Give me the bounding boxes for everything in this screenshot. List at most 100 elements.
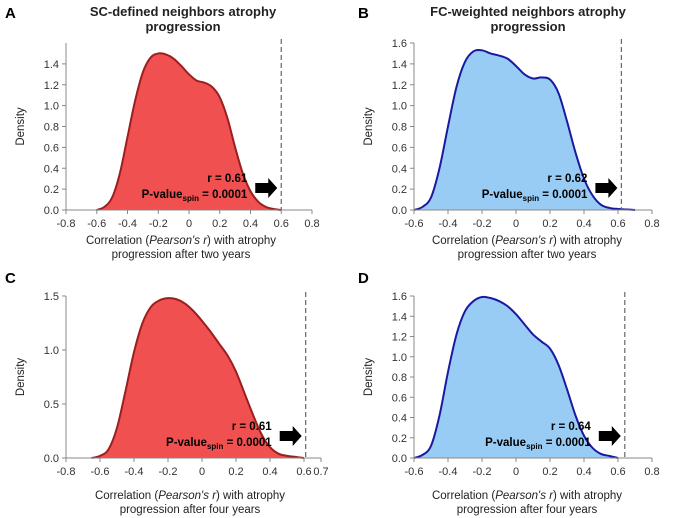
y-tick-label: 0.8 [44, 122, 59, 134]
y-axis-label: Density [15, 107, 27, 146]
y-tick-label: 0.0 [44, 453, 59, 465]
x-tick-label: 0.8 [304, 218, 319, 230]
density-area [91, 298, 304, 458]
x-tick-label: -0.4 [118, 218, 137, 230]
x-tick-label: 0.7 [313, 466, 328, 478]
y-tick-label: 1.4 [44, 59, 59, 71]
x-tick-label: -0.6 [405, 466, 424, 478]
y-tick-label: 1.4 [392, 311, 407, 323]
x-tick-label: -0.6 [405, 218, 424, 230]
x-axis-label-italic: Pearson's r [495, 490, 554, 502]
x-axis-label: Correlation (Pearson's r) with atrophy [95, 490, 285, 502]
chart-title: SC-defined neighbors atrophy [90, 4, 277, 19]
x-axis-label-part: ) with atrophy [216, 490, 285, 502]
x-tick-label: 0 [199, 466, 205, 478]
density-area [414, 296, 618, 458]
x-tick-label: 0 [513, 218, 519, 230]
y-tick-label: 0.2 [392, 433, 407, 445]
p-value-number: = 0.0001 [223, 437, 272, 449]
x-axis-label-part: Correlation ( [432, 490, 495, 502]
x-tick-label: 0 [186, 218, 192, 230]
x-tick-label: 0 [513, 466, 519, 478]
p-value-number: = 0.0001 [543, 437, 592, 449]
y-tick-label: 1.0 [392, 352, 407, 364]
x-axis-label-part: ) with atrophy [553, 235, 622, 247]
x-tick-label: -0.2 [149, 218, 168, 230]
panel-letter: C [5, 270, 16, 287]
x-axis-label-part: progression after two years [458, 249, 597, 261]
p-value-main: P-value [485, 437, 526, 449]
x-tick-label: -0.2 [159, 466, 178, 478]
p-value-main: P-value [142, 189, 183, 201]
x-axis-label: Correlation (Pearson's r) with atrophy [86, 235, 276, 247]
x-tick-label: 0.4 [576, 218, 591, 230]
panel-letter: B [358, 5, 369, 22]
p-value-subscript: spin [526, 442, 543, 451]
r-value-label: r = 0.61 [207, 173, 248, 185]
x-tick-label: 0.2 [228, 466, 243, 478]
x-tick-label: 0.8 [644, 466, 659, 478]
y-tick-label: 0.4 [44, 163, 59, 175]
y-tick-label: 0.0 [44, 205, 59, 217]
panel-letter: A [5, 5, 16, 22]
x-tick-label: 0.6 [610, 218, 625, 230]
x-axis-label-part: Correlation ( [86, 235, 149, 247]
y-tick-label: 0.2 [392, 184, 407, 196]
x-axis-label-part: ) with atrophy [553, 490, 622, 502]
x-tick-label: 0.6 [296, 466, 311, 478]
x-axis-label-part: progression after four years [120, 504, 261, 516]
chart-title: progression [145, 19, 220, 34]
panel-letter: D [358, 270, 369, 287]
y-tick-label: 1.0 [44, 101, 59, 113]
y-tick-label: 1.6 [392, 38, 407, 50]
x-tick-label: 0.2 [542, 218, 557, 230]
x-axis-label: progression after two years [112, 249, 251, 261]
x-tick-label: 0.4 [576, 466, 591, 478]
x-tick-label: 0.6 [274, 218, 289, 230]
x-axis-label-part: ) with atrophy [207, 235, 276, 247]
x-tick-label: 0.4 [243, 218, 258, 230]
x-tick-label: 0.6 [610, 466, 625, 478]
panel-a: A SC-defined neighbors atrophyprogression… [5, 4, 320, 261]
y-tick-label: 1.4 [392, 59, 407, 71]
p-value-label: P-valuespin = 0.0001 [485, 437, 591, 451]
p-value-main: P-value [166, 437, 207, 449]
density-area [96, 53, 282, 211]
y-tick-label: 1.2 [44, 80, 59, 92]
density-line [91, 297, 305, 459]
density-line [413, 48, 636, 211]
density-line [413, 295, 619, 459]
y-tick-label: 1.0 [44, 345, 59, 357]
y-tick-label: 1.2 [392, 80, 407, 92]
density-area [414, 49, 635, 210]
x-axis-label-part: Correlation ( [95, 490, 158, 502]
y-tick-label: 0.6 [392, 142, 407, 154]
y-tick-label: 0.6 [44, 142, 59, 154]
y-tick-label: 0.4 [392, 413, 407, 425]
y-tick-label: 0.2 [44, 184, 59, 196]
x-axis-label-part: Correlation ( [432, 235, 495, 247]
observed-r-arrow [595, 178, 618, 198]
observed-r-arrow [279, 426, 302, 446]
y-tick-label: 1.2 [392, 332, 407, 344]
panel-d: D 0.0 0.2 0.4 0.6 0.8 1.0 1.2 1.4 1.6 -0.6 -0.4 -0.2… [358, 270, 660, 516]
y-axis-label: Density [363, 107, 375, 146]
x-tick-label: -0.2 [473, 218, 492, 230]
observed-r-arrow [598, 426, 621, 446]
x-tick-label: 0.8 [644, 218, 659, 230]
y-tick-label: 1.5 [44, 291, 59, 303]
x-tick-label: -0.4 [439, 218, 458, 230]
r-value-label: r = 0.62 [547, 173, 587, 185]
y-tick-label: 0.8 [392, 372, 407, 384]
x-axis-label-italic: Pearson's r [158, 490, 217, 502]
y-tick-label: 0.6 [392, 392, 407, 404]
p-value-subscript: spin [183, 194, 200, 203]
r-value-label: r = 0.61 [232, 421, 273, 433]
y-tick-label: 0.0 [392, 453, 407, 465]
x-tick-label: 0.4 [262, 466, 277, 478]
p-value-subscript: spin [523, 194, 540, 203]
x-axis-label-part: progression after two years [112, 249, 251, 261]
y-tick-label: 0.4 [392, 163, 407, 175]
x-axis-label-italic: Pearson's r [495, 235, 554, 247]
p-value-subscript: spin [207, 442, 224, 451]
